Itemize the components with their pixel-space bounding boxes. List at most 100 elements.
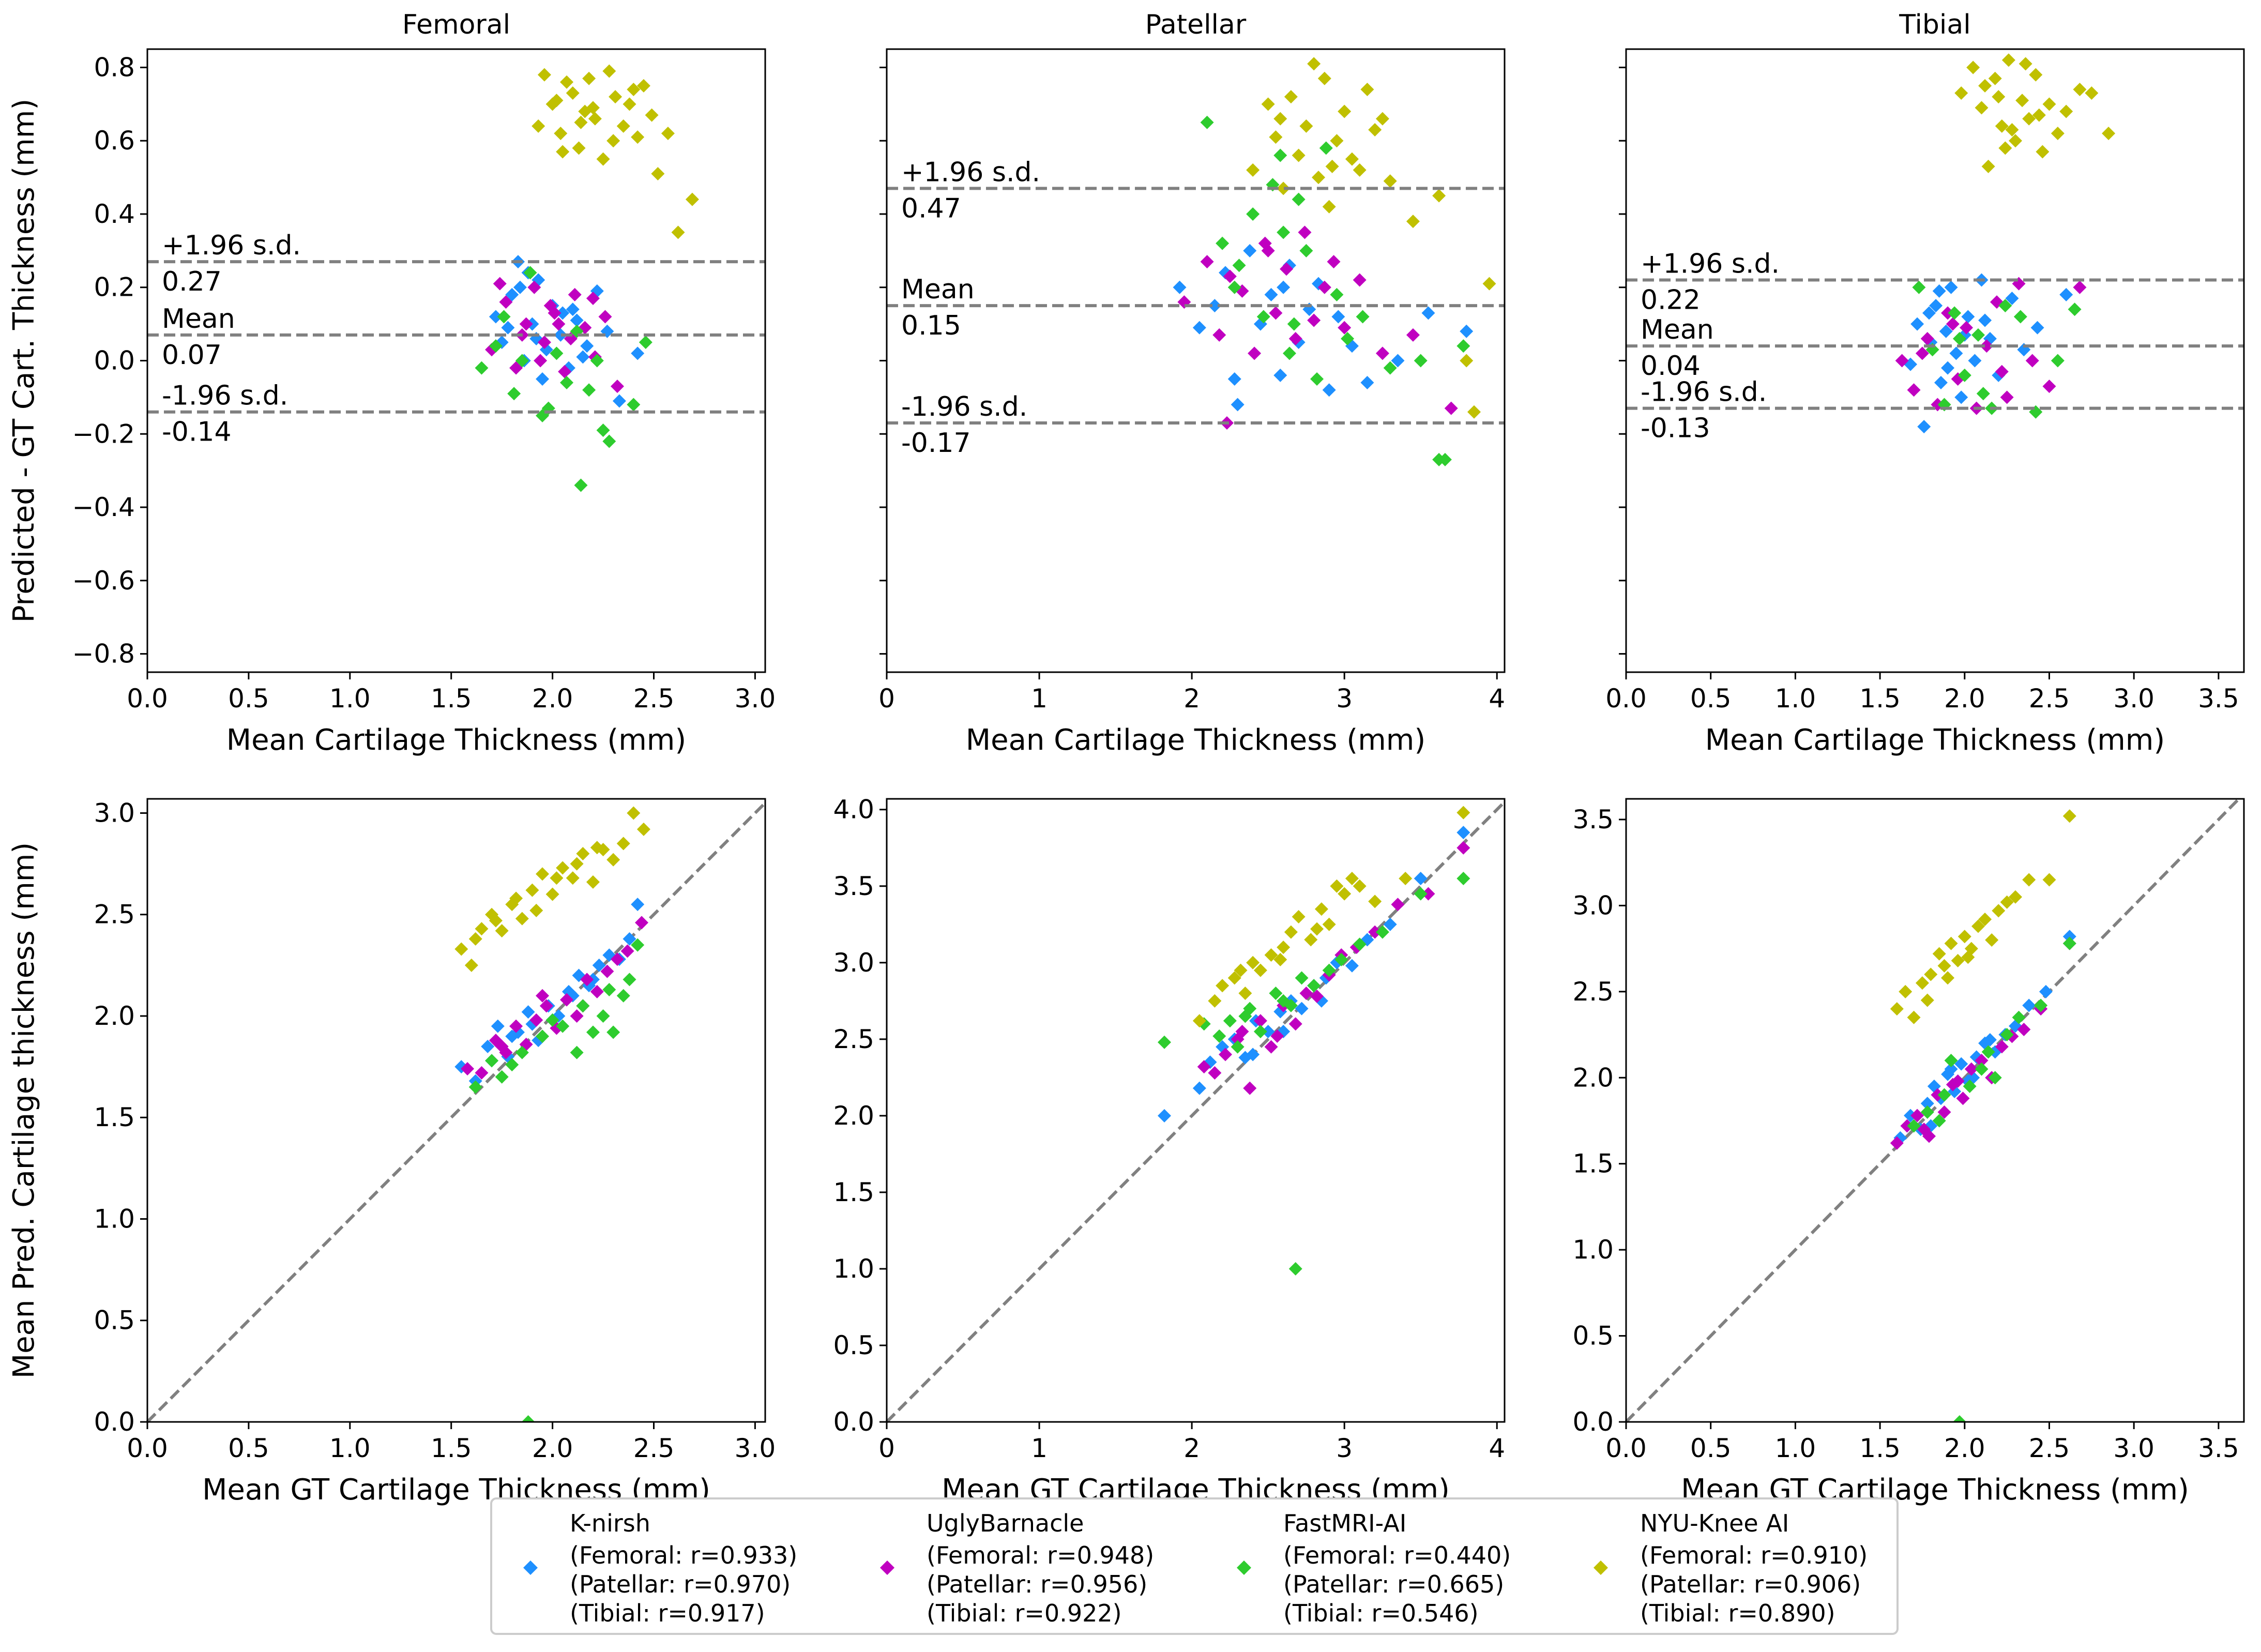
legend-marker-k-nirsh xyxy=(523,1560,538,1575)
point-nyu-knee-ai xyxy=(616,837,630,851)
point-nyu-knee-ai xyxy=(2009,134,2023,148)
legend-marker-nyu-knee-ai xyxy=(1594,1560,1608,1575)
x-tick-label: 1 xyxy=(1031,684,1048,714)
point-nyu-knee-ai xyxy=(596,152,610,166)
point-k-nirsh xyxy=(1917,420,1931,434)
point-fastmri-ai xyxy=(582,383,596,397)
point-uglybarnacle xyxy=(580,973,594,987)
point-nyu-knee-ai xyxy=(1192,1014,1206,1028)
point-nyu-knee-ai xyxy=(537,68,551,82)
point-nyu-knee-ai xyxy=(2022,873,2036,887)
point-k-nirsh xyxy=(1295,1002,1309,1016)
point-nyu-knee-ai xyxy=(1360,82,1374,96)
x-tick-label: 0.5 xyxy=(1690,684,1732,714)
y-tick-label: 2.0 xyxy=(833,1101,874,1131)
point-fastmri-ai xyxy=(2068,302,2082,316)
point-k-nirsh xyxy=(521,1005,535,1019)
panel-tibial: Tibial 0.0 0.5 1.0 1.5 2.0 2.5 3.0 3.5 Mean Carti… xyxy=(1605,9,2245,757)
point-fastmri-ai xyxy=(570,1045,584,1059)
x-tick-label: 0.0 xyxy=(1605,684,1647,714)
point-k-nirsh xyxy=(1904,1109,1918,1123)
x-tick-label: 1.0 xyxy=(329,1433,371,1463)
point-nyu-knee-ai xyxy=(1951,953,1965,967)
point-nyu-knee-ai xyxy=(1456,806,1470,820)
point-nyu-knee-ai xyxy=(1957,930,1971,944)
point-nyu-knee-ai xyxy=(1292,148,1306,162)
x-tick-label: 3.0 xyxy=(735,1433,776,1463)
point-uglybarnacle xyxy=(610,380,624,393)
point-uglybarnacle xyxy=(598,310,612,324)
legend-name: FastMRI-AI xyxy=(1283,1509,1406,1537)
point-fastmri-ai xyxy=(560,376,574,390)
point-fastmri-ai xyxy=(1212,1029,1226,1043)
point-nyu-knee-ai xyxy=(685,192,699,206)
point-uglybarnacle xyxy=(586,292,600,305)
point-nyu-knee-ai xyxy=(2015,94,2029,108)
point-uglybarnacle xyxy=(1375,346,1389,360)
point-uglybarnacle xyxy=(1975,1053,1989,1067)
point-uglybarnacle xyxy=(1931,1088,1945,1102)
x-tick-label: 1 xyxy=(1031,1433,1048,1463)
point-nyu-knee-ai xyxy=(609,90,623,104)
point-nyu-knee-ai xyxy=(1988,71,2002,85)
reference-line-value: 0.27 xyxy=(162,266,222,297)
point-nyu-knee-ai xyxy=(1345,871,1359,885)
y-tick-label: 0.5 xyxy=(833,1330,874,1360)
point-uglybarnacle xyxy=(495,1039,509,1053)
x-tick-label: 2 xyxy=(1183,1433,1200,1463)
point-nyu-knee-ai xyxy=(1482,277,1496,291)
point-nyu-knee-ai xyxy=(1375,112,1389,126)
point-k-nirsh xyxy=(1192,1081,1206,1095)
point-k-nirsh xyxy=(2062,930,2076,944)
point-fastmri-ai xyxy=(1920,1105,1934,1119)
point-nyu-knee-ai xyxy=(586,101,600,115)
y-tick-label: 1.0 xyxy=(1572,1235,1614,1265)
point-nyu-knee-ai xyxy=(1467,405,1481,419)
point-nyu-knee-ai xyxy=(1368,895,1382,908)
x-tick-label: 0 xyxy=(878,684,895,714)
point-nyu-knee-ai xyxy=(582,71,596,85)
point-nyu-knee-ai xyxy=(1937,959,1951,973)
point-nyu-knee-ai xyxy=(1284,925,1298,939)
point-fastmri-ai xyxy=(1988,1071,2002,1085)
x-tick-label: 3.5 xyxy=(2198,684,2239,714)
point-fastmri-ai xyxy=(1981,1045,1995,1059)
point-uglybarnacle xyxy=(2042,380,2056,393)
point-nyu-knee-ai xyxy=(1284,90,1298,104)
legend-marker-fastmri-ai xyxy=(1237,1560,1251,1575)
point-k-nirsh xyxy=(1345,959,1359,973)
point-fastmri-ai xyxy=(1932,1114,1946,1128)
point-fastmri-ai xyxy=(505,1058,519,1072)
point-k-nirsh xyxy=(612,394,626,408)
point-nyu-knee-ai xyxy=(454,942,468,956)
x-tick-label: 0.0 xyxy=(127,684,168,714)
point-uglybarnacle xyxy=(1995,1040,2009,1054)
point-uglybarnacle xyxy=(552,317,566,331)
x-tick-label: 1.5 xyxy=(1859,1433,1901,1463)
x-tick-label: 2.5 xyxy=(633,1433,675,1463)
point-uglybarnacle xyxy=(1298,225,1312,239)
point-fastmri-ai xyxy=(1353,937,1367,951)
x-axis-label: Mean Cartilage Thickness (mm) xyxy=(226,723,686,757)
point-fastmri-ai xyxy=(2062,936,2076,950)
reference-line-value: 0.47 xyxy=(901,193,961,224)
point-k-nirsh xyxy=(1246,1048,1260,1062)
x-tick-label: 0 xyxy=(878,1433,895,1463)
point-nyu-knee-ai xyxy=(1325,159,1339,173)
y-tick-label: 0.4 xyxy=(94,199,135,229)
point-fastmri-ai xyxy=(1299,244,1313,257)
legend-stat: (Patellar: r=0.665) xyxy=(1283,1570,1504,1598)
point-nyu-knee-ai xyxy=(645,108,659,122)
point-fastmri-ai xyxy=(1907,1119,1921,1133)
point-nyu-knee-ai xyxy=(606,134,620,148)
point-k-nirsh xyxy=(1414,871,1428,885)
point-nyu-knee-ai xyxy=(2073,82,2087,96)
point-k-nirsh xyxy=(576,350,590,364)
legend-stat: (Tibial: r=0.922) xyxy=(927,1599,1122,1627)
x-tick-label: 2 xyxy=(1183,684,1200,714)
y-tick-label: 1.5 xyxy=(1572,1149,1614,1179)
point-k-nirsh xyxy=(1934,376,1948,390)
x-tick-label: 4 xyxy=(1489,684,1505,714)
point-k-nirsh xyxy=(1421,306,1435,320)
point-uglybarnacle xyxy=(529,1013,543,1027)
